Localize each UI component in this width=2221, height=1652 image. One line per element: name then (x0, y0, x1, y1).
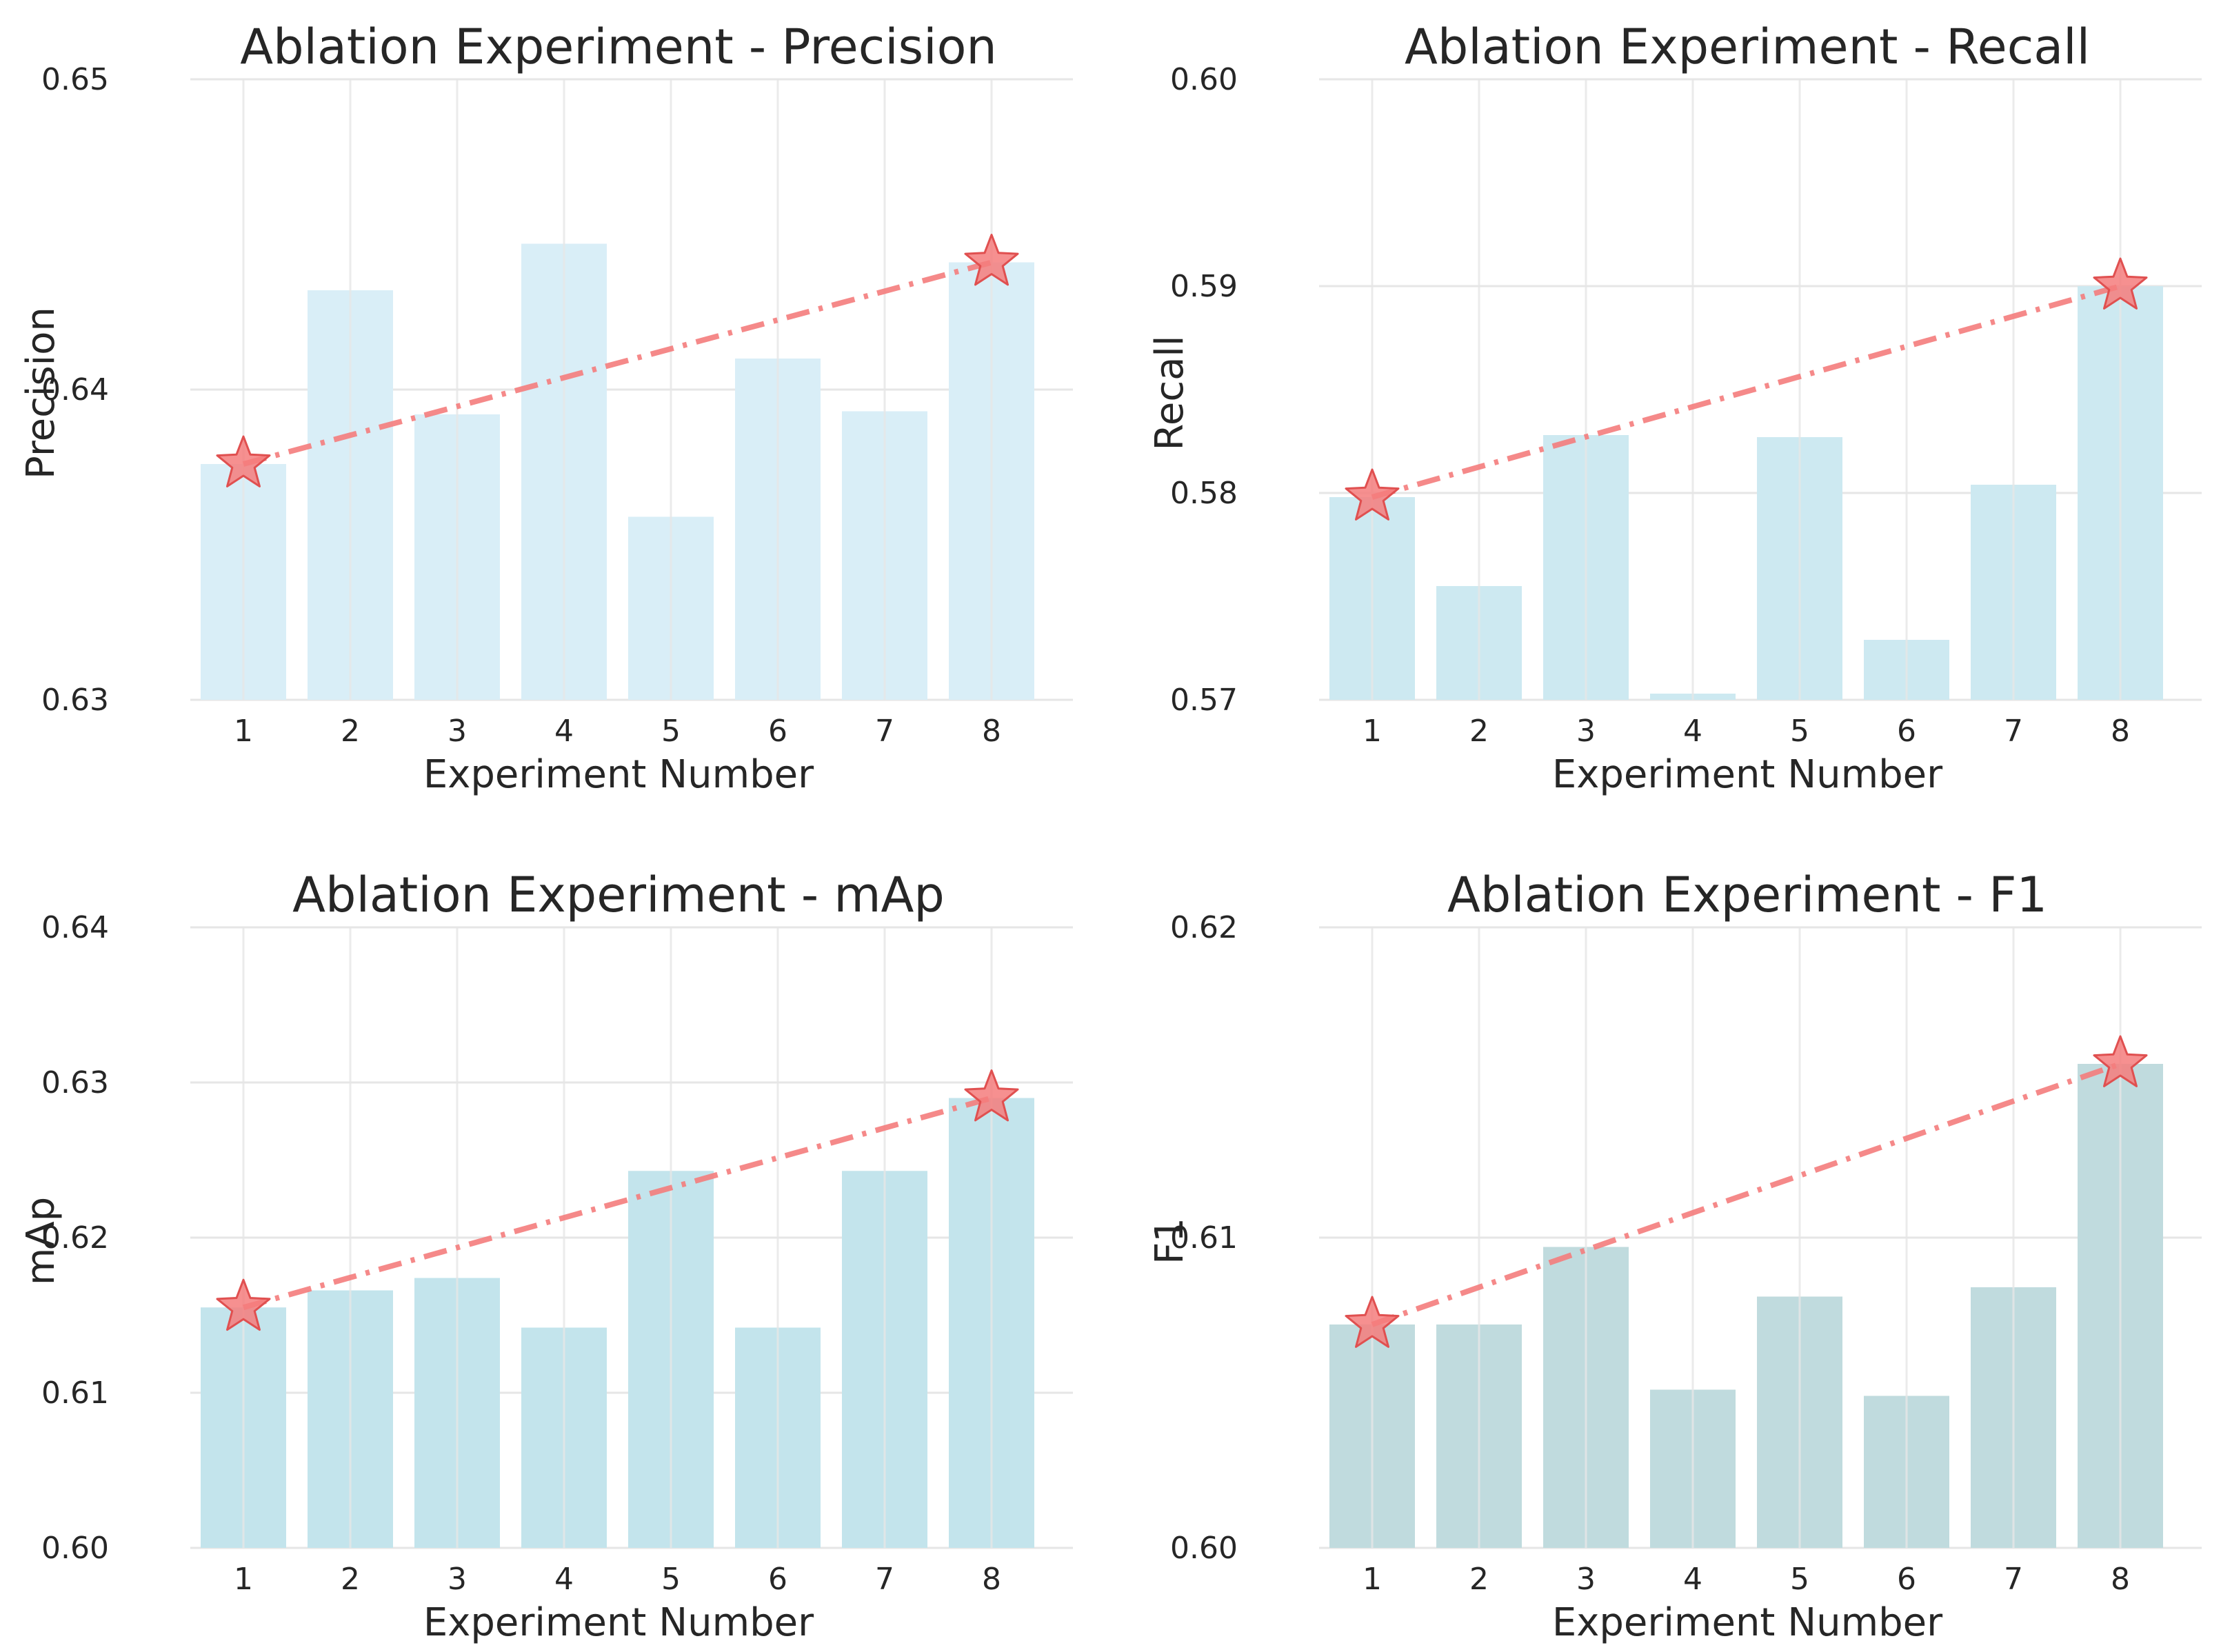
x-axis-label: Experiment Number (1552, 1600, 1943, 1645)
y-tick-label: 0.60 (41, 1531, 109, 1566)
x-tick-label: 1 (1363, 1562, 1382, 1597)
x-tick-label: 5 (1790, 1562, 1809, 1597)
chart-title: Ablation Experiment - Precision (240, 19, 997, 75)
plot-area: 0.57 0.58 0.59 0.60 1 2 3 4 5 6 7 8 (1170, 62, 2202, 749)
x-tick-label: 3 (448, 714, 467, 749)
x-tick-label: 6 (1897, 714, 1916, 749)
x-tick-label: 3 (448, 1562, 467, 1597)
x-tick-label: 4 (554, 1562, 574, 1597)
x-tick-label: 7 (875, 1562, 894, 1597)
x-tick-label: 8 (982, 1562, 1001, 1597)
star-marker (1345, 468, 1400, 521)
y-tick-label: 0.65 (41, 62, 109, 97)
y-tick-label: 0.62 (41, 1220, 109, 1256)
trend-line (1371, 283, 2122, 500)
x-tick-label: 2 (341, 1562, 360, 1597)
y-axis-label: F1 (1147, 1218, 1192, 1265)
y-tick-label: 0.61 (41, 1376, 109, 1411)
star-marker (216, 1278, 271, 1331)
x-axis-label: Experiment Number (423, 1600, 814, 1645)
x-tick-label: 6 (768, 1562, 787, 1597)
x-tick-label: 5 (1790, 714, 1809, 749)
x-tick-label: 1 (234, 1562, 253, 1597)
x-tick-label: 8 (2111, 714, 2130, 749)
x-tick-label: 8 (2111, 1562, 2130, 1597)
star-marker (2093, 257, 2148, 310)
y-tick-label: 0.61 (1170, 1220, 1238, 1256)
y-axis-label: Recall (1147, 335, 1192, 450)
map-panel: Ablation Experiment - mAp Experiment Num… (19, 867, 1073, 1645)
x-tick-label: 2 (1469, 1562, 1489, 1597)
x-tick-label: 4 (1683, 1562, 1702, 1597)
x-tick-label: 3 (1576, 714, 1596, 749)
x-tick-label: 6 (1897, 1562, 1916, 1597)
chart-title: Ablation Experiment - Recall (1405, 19, 2090, 75)
star-marker (2093, 1035, 2148, 1087)
y-tick-label: 0.63 (41, 683, 109, 718)
x-tick-label: 7 (2004, 1562, 2023, 1597)
x-tick-label: 5 (661, 1562, 681, 1597)
star-marker (964, 234, 1019, 286)
y-tick-label: 0.64 (41, 372, 109, 407)
x-tick-label: 5 (661, 714, 681, 749)
trend-line (1371, 1061, 2122, 1327)
trend-line (242, 1095, 993, 1311)
precision-panel: Ablation Experiment - Precision Experime… (19, 19, 1073, 797)
x-tick-label: 1 (234, 714, 253, 749)
x-tick-label: 8 (982, 714, 1001, 749)
recall-panel: Ablation Experiment - Recall Experiment … (1147, 19, 2202, 797)
chart-title: Ablation Experiment - F1 (1447, 867, 2047, 923)
x-tick-label: 4 (1683, 714, 1702, 749)
star-marker (964, 1069, 1019, 1122)
x-tick-label: 2 (1469, 714, 1489, 749)
x-tick-label: 7 (2004, 714, 2023, 749)
x-tick-label: 4 (554, 714, 574, 749)
star-marker (216, 435, 271, 487)
plot-area: 0.63 0.64 0.65 1 2 3 4 5 6 7 8 (41, 62, 1073, 749)
x-tick-label: 2 (341, 714, 360, 749)
chart-title: Ablation Experiment - mAp (292, 867, 945, 923)
star-marker (1345, 1296, 1400, 1348)
plot-area: 0.60 0.61 0.62 0.63 0.64 1 2 3 4 5 6 7 8 (41, 910, 1073, 1597)
y-axis-label: mAp (19, 1197, 63, 1285)
trend-line (242, 259, 993, 467)
y-tick-label: 0.62 (1170, 910, 1238, 945)
y-tick-label: 0.59 (1170, 269, 1238, 304)
y-tick-label: 0.63 (41, 1065, 109, 1100)
y-tick-label: 0.64 (41, 910, 109, 945)
plot-area: 0.60 0.61 0.62 1 2 3 4 5 6 7 8 (1170, 910, 2202, 1597)
y-axis-label: Precision (19, 307, 63, 479)
x-tick-label: 7 (875, 714, 894, 749)
x-tick-label: 3 (1576, 1562, 1596, 1597)
y-tick-label: 0.60 (1170, 62, 1238, 97)
y-tick-label: 0.60 (1170, 1531, 1238, 1566)
f1-panel: Ablation Experiment - F1 Experiment Numb… (1147, 867, 2202, 1645)
y-tick-label: 0.57 (1170, 683, 1238, 718)
x-axis-label: Experiment Number (1552, 752, 1943, 797)
x-tick-label: 1 (1363, 714, 1382, 749)
x-tick-label: 6 (768, 714, 787, 749)
x-axis-label: Experiment Number (423, 752, 814, 797)
y-tick-label: 0.58 (1170, 476, 1238, 511)
